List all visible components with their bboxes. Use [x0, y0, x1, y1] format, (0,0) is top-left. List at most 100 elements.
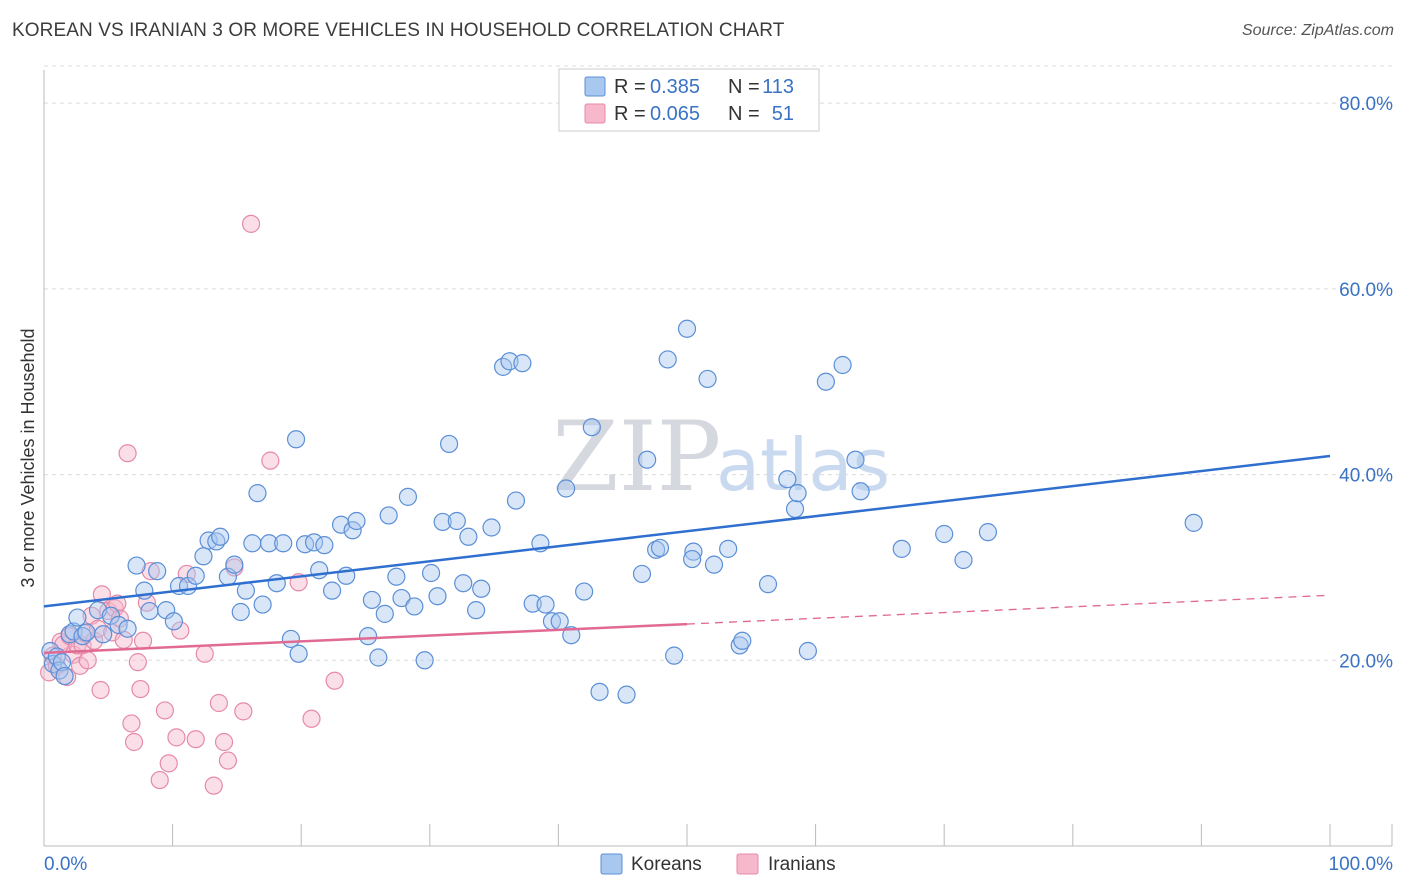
- koreans-point-89: [650, 538, 670, 558]
- koreans-point-31: [231, 602, 250, 622]
- koreans-point-87: [638, 450, 657, 469]
- koreans-point-8: [68, 608, 87, 627]
- koreans-point-68: [466, 601, 486, 620]
- koreans-point-73: [506, 491, 526, 510]
- koreans-point-13: [101, 606, 120, 625]
- koreans-point-53: [369, 648, 388, 667]
- koreans-point-18: [140, 601, 159, 621]
- koreans-point-101: [778, 470, 797, 489]
- iranians-point-39: [195, 644, 214, 663]
- iranians-point-29: [133, 631, 153, 650]
- koreans-point-49: [343, 521, 362, 540]
- iranians-point-32: [150, 770, 169, 790]
- iranians-point-24: [118, 444, 137, 463]
- legend-swatch-koreans-bottom: [600, 853, 623, 875]
- koreans-point-86: [632, 564, 652, 584]
- iranians-point-12: [78, 651, 97, 670]
- koreans-point-12: [94, 625, 113, 644]
- koreans-point-105: [816, 372, 835, 391]
- trend-lines: [43, 454, 1331, 655]
- koreans-point-63: [433, 512, 452, 532]
- koreans-point-41: [289, 644, 308, 663]
- iranians-trend-line: [43, 622, 688, 655]
- iranians-point-36: [171, 621, 190, 640]
- legend-label-iranians: Iranians: [768, 854, 836, 875]
- koreans-point-75: [523, 594, 542, 613]
- koreans-point-109: [892, 539, 911, 558]
- legend-r-value-iranians: 0.065: [650, 103, 700, 125]
- iranians-point-28: [131, 679, 150, 699]
- koreans-point-30: [225, 555, 244, 574]
- iranians-point-50: [325, 671, 344, 690]
- koreans-point-80: [557, 479, 576, 498]
- iranians-point-40: [204, 776, 223, 795]
- iranians-point-45: [234, 702, 253, 721]
- koreans-point-95: [698, 369, 717, 389]
- koreans-point-110: [935, 524, 954, 544]
- stats-legend: R = 0.385 N = 113 R = 0.065 N = 51: [558, 68, 820, 132]
- y-tick-label-3: 80.0%: [1339, 94, 1393, 115]
- source-credit[interactable]: Source: ZipAtlas.com: [1241, 22, 1394, 39]
- koreans-point-15: [118, 619, 137, 638]
- y-tick-labels: 20.0% 40.0% 60.0% 80.0%: [1339, 94, 1393, 672]
- iranians-point-15: [88, 619, 108, 638]
- iranians-point-25: [122, 714, 141, 733]
- koreans-point-5: [55, 666, 74, 686]
- koreans-point-38: [274, 534, 293, 553]
- series-legend: Koreans Iranians: [600, 853, 836, 875]
- koreans-point-96: [704, 555, 724, 574]
- legend-swatch-iranians-bottom: [736, 853, 759, 875]
- koreans-point-65: [447, 511, 466, 531]
- koreans-point-51: [358, 627, 378, 646]
- koreans-point-56: [387, 567, 406, 586]
- koreans-point-10: [77, 623, 96, 642]
- koreans-point-42: [295, 535, 315, 554]
- iranians-point-41: [209, 693, 228, 713]
- koreans-trend-line: [43, 454, 1331, 608]
- koreans-point-111: [954, 550, 973, 570]
- y-tick-label-0: 20.0%: [1339, 651, 1393, 672]
- iranians-point-38: [186, 730, 205, 749]
- koreans-point-33: [243, 534, 262, 553]
- iranians-point-42: [214, 732, 234, 752]
- legend-r-value-koreans: 0.385: [650, 76, 700, 98]
- koreans-point-21: [164, 612, 183, 631]
- koreans-point-108: [851, 482, 870, 501]
- koreans-point-74: [513, 354, 532, 373]
- koreans-point-93: [684, 542, 703, 561]
- y-tick-label-1: 40.0%: [1339, 466, 1393, 487]
- iranians-point-27: [128, 653, 147, 672]
- x-tick-label-0: 0.0%: [44, 854, 87, 875]
- koreans-point-45: [315, 536, 334, 555]
- koreans-point-64: [439, 434, 459, 454]
- koreans-point-4: [52, 653, 72, 672]
- koreans-point-43: [304, 533, 324, 552]
- watermark-zip: ZIP: [552, 401, 721, 513]
- koreans-point-106: [833, 355, 852, 375]
- legend-label-koreans: Koreans: [631, 854, 702, 875]
- koreans-point-16: [127, 556, 146, 575]
- y-tick-label-2: 60.0%: [1339, 280, 1393, 301]
- koreans-point-90: [658, 350, 677, 369]
- koreans-point-70: [482, 518, 501, 537]
- koreans-point-58: [398, 487, 418, 506]
- koreans-point-102: [785, 499, 805, 519]
- x-tick-label-1: 100.0%: [1329, 854, 1394, 875]
- koreans-point-47: [331, 515, 351, 534]
- legend-n-label-iranians: N =: [728, 103, 760, 125]
- legend-n-value-koreans: 113: [762, 76, 794, 98]
- koreans-point-46: [322, 581, 342, 600]
- legend-n-label-koreans: N =: [728, 76, 760, 98]
- iranians-trend-line-extension: [686, 594, 1331, 625]
- koreans-point-92: [677, 319, 697, 338]
- koreans-point-35: [253, 595, 272, 614]
- iranians-point-34: [159, 754, 178, 773]
- koreans-point-84: [590, 682, 609, 701]
- koreans-point-60: [415, 651, 434, 670]
- koreans-point-94: [683, 549, 702, 569]
- koreans-point-19: [148, 562, 167, 581]
- iranians-point-46: [241, 214, 261, 233]
- koreans-point-59: [405, 597, 424, 616]
- koreans-point-81: [562, 626, 581, 645]
